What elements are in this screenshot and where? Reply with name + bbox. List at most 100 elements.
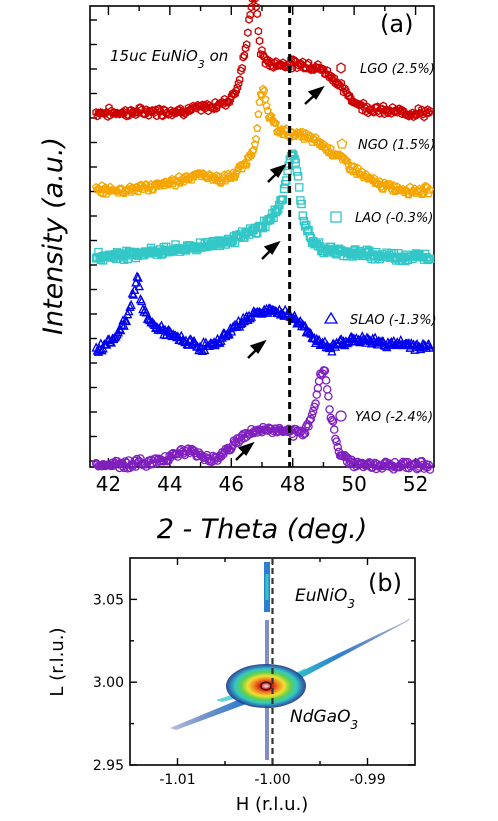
data-point-hexagon xyxy=(381,106,390,115)
substrate-peak-center xyxy=(260,681,272,691)
data-point-circle xyxy=(325,405,334,414)
data-point-hexagon xyxy=(171,106,180,116)
legend-yao: YAO (-2.4%) xyxy=(335,410,433,425)
circle-marker-icon xyxy=(335,410,347,422)
data-point-pentagon xyxy=(295,128,304,137)
data-point-pentagon xyxy=(423,182,432,191)
data-point-pentagon xyxy=(262,101,271,110)
series-lao xyxy=(91,149,435,266)
data-point-hexagon xyxy=(258,45,266,55)
data-point-hexagon xyxy=(223,98,231,107)
data-point-circle xyxy=(305,416,314,425)
data-point-pentagon xyxy=(267,111,276,120)
data-point-hexagon xyxy=(330,73,339,83)
data-point-hexagon xyxy=(214,100,223,110)
data-point-triangle xyxy=(268,305,279,315)
data-point-hexagon xyxy=(294,60,302,70)
panel-a-x-axis-label: 2 - Theta (deg.) xyxy=(157,514,368,545)
data-point-hexagon xyxy=(255,36,264,46)
legend-lao: LAO (-0.3%) xyxy=(330,211,433,226)
data-point-hexagon xyxy=(183,106,191,116)
data-point-circle xyxy=(322,385,332,394)
legend-label-lgo: LGO (2.5%) xyxy=(360,62,435,77)
data-point-triangle xyxy=(134,280,144,291)
data-point-hexagon xyxy=(238,63,246,73)
x-tick-label: 52 xyxy=(403,472,428,496)
rsm-map xyxy=(170,562,410,760)
data-point-pentagon xyxy=(244,152,254,161)
data-point-hexagon xyxy=(321,69,329,79)
data-point-pentagon xyxy=(248,146,257,155)
data-point-hexagon xyxy=(251,0,259,4)
data-point-square xyxy=(293,172,303,181)
data-point-pentagon xyxy=(250,139,260,148)
data-point-triangle xyxy=(124,305,134,316)
arrow-ngo xyxy=(267,163,287,183)
data-point-hexagon xyxy=(116,109,125,118)
data-point-hexagon xyxy=(239,52,247,62)
data-point-hexagon xyxy=(168,110,176,120)
panel-b: -1.01 -1.00 -0.99 2.95 3.00 3.05 (b) EuNiO3 N… xyxy=(47,557,416,815)
data-point-hexagon xyxy=(156,107,165,116)
x-tick-label: 48 xyxy=(280,472,305,496)
legend-label-yao: YAO (-2.4%) xyxy=(355,410,433,425)
data-point-hexagon xyxy=(426,106,434,116)
data-point-hexagon xyxy=(304,58,313,68)
data-point-triangle xyxy=(126,299,136,310)
data-point-hexagon xyxy=(281,62,289,72)
data-point-pentagon xyxy=(249,145,258,154)
legend-label-lao: LAO (-0.3%) xyxy=(355,211,433,226)
data-point-pentagon xyxy=(254,109,263,118)
arrow-lgo xyxy=(304,85,325,105)
data-point-square xyxy=(279,184,289,194)
b-x-tick-label: -1.00 xyxy=(254,772,290,788)
data-point-triangle xyxy=(116,324,126,335)
film-peak-core xyxy=(265,574,269,600)
legend-label-slao: SLAO (-1.3%) xyxy=(350,313,437,328)
series-lgo xyxy=(92,0,434,122)
series-slao xyxy=(91,271,435,356)
data-point-triangle xyxy=(119,320,129,330)
panel-b-x-axis-label: H (r.l.u.) xyxy=(236,794,309,815)
panel-a: 42 44 46 48 50 52 (a) 15uc EuNiO3 on 2 - Thet… xyxy=(38,0,437,545)
data-point-circle xyxy=(418,460,428,470)
data-point-hexagon xyxy=(246,10,254,20)
square-marker-icon xyxy=(330,211,342,223)
b-x-tick-label: -1.01 xyxy=(159,772,195,788)
data-point-hexagon xyxy=(126,106,134,115)
film-peak-arrows xyxy=(235,85,325,461)
data-point-square xyxy=(298,211,307,220)
data-point-square xyxy=(291,158,300,167)
data-point-hexagon xyxy=(244,28,252,38)
data-point-pentagon xyxy=(261,94,270,103)
data-point-pentagon xyxy=(263,106,272,115)
data-point-circle xyxy=(171,450,180,459)
data-point-pentagon xyxy=(271,118,281,127)
data-point-triangle xyxy=(184,334,195,345)
data-point-circle xyxy=(226,445,235,455)
data-point-square xyxy=(278,195,288,204)
data-point-hexagon xyxy=(316,65,325,74)
series-ngo xyxy=(91,84,435,199)
data-point-square xyxy=(277,195,286,205)
legend-label-ngo: NGO (1.5%) xyxy=(358,138,435,153)
data-point-hexagon xyxy=(254,26,263,36)
data-point-pentagon xyxy=(342,156,352,165)
x-tick-label: 50 xyxy=(341,472,366,496)
data-point-circle xyxy=(324,392,333,401)
hexagon-marker-icon xyxy=(336,62,346,74)
data-point-circle xyxy=(332,437,341,446)
data-point-hexagon xyxy=(231,89,239,99)
data-point-pentagon xyxy=(291,129,300,138)
data-point-circle xyxy=(425,465,435,474)
data-point-triangle xyxy=(366,338,377,348)
data-point-pentagon xyxy=(242,160,251,169)
data-point-circle xyxy=(329,425,339,434)
data-point-circle xyxy=(308,406,318,416)
data-point-circle xyxy=(307,410,317,420)
data-point-hexagon xyxy=(235,75,244,85)
data-point-pentagon xyxy=(260,86,269,95)
data-point-triangle xyxy=(425,342,435,352)
data-point-pentagon xyxy=(258,84,268,93)
